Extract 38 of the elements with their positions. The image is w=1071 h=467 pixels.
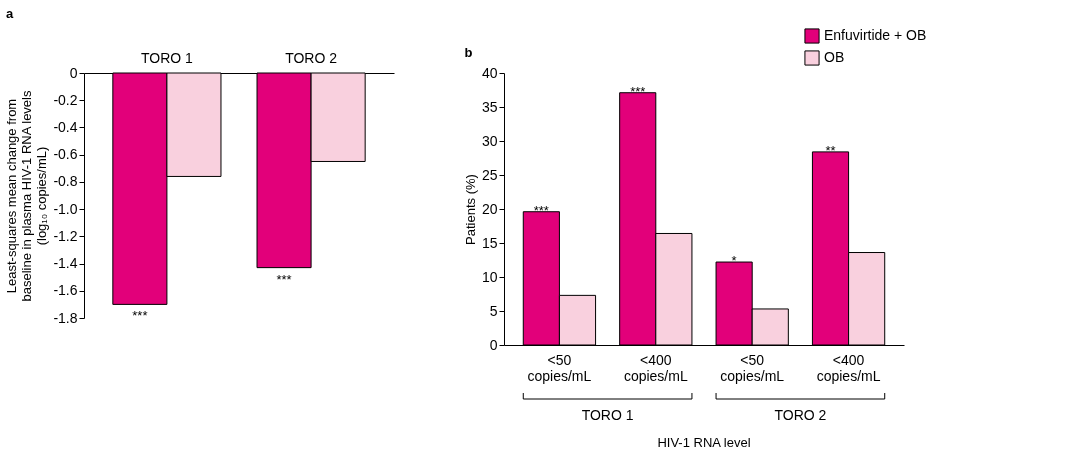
- annotation: ***: [132, 308, 148, 324]
- y-tick-label: 25: [481, 166, 498, 183]
- chart-title: a: [5, 6, 14, 21]
- text: TORO 2: [774, 407, 827, 423]
- legend-label: Enfuvirtide + OB: [824, 27, 927, 43]
- y-tick-label: 0: [69, 64, 78, 81]
- x-tick-label: <400 copies/mL: [816, 351, 881, 384]
- x-tick-label: <50 copies/mL: [720, 351, 785, 384]
- text: TORO 1: [581, 407, 634, 423]
- y-tick-label: 40: [481, 64, 498, 81]
- y-tick-label: -0.6: [53, 146, 78, 163]
- legend-label: OB: [824, 49, 845, 65]
- y-tick-label: 35: [481, 98, 498, 115]
- y-tick-label: 15: [481, 234, 498, 251]
- annotation: ***: [630, 83, 646, 99]
- y-tick-label: -0.4: [53, 118, 78, 135]
- y-tick-label: 10: [481, 268, 498, 285]
- annotation: **: [825, 142, 836, 158]
- y-tick-label: 30: [481, 132, 498, 149]
- y-tick-label: -1.2: [53, 227, 78, 244]
- chart-title: b: [464, 45, 473, 60]
- y-tick-label: 5: [489, 302, 498, 319]
- y-tick-label: -0.8: [53, 173, 78, 190]
- y-tick-label: -0.2: [53, 91, 78, 108]
- x-tick-label: <50 copies/mL: [527, 351, 592, 384]
- annotation: ***: [276, 271, 292, 287]
- y-tick-label: -1.8: [53, 309, 78, 326]
- y-tick-label: -1.0: [53, 200, 78, 217]
- y-axis-title: Least-squares mean change from baseline in plasma HIV-1 RNA levels (log₁₀ copies/mL): [4, 90, 50, 302]
- x-axis-title: HIV-1 RNA level: [657, 435, 751, 450]
- y-tick-label: -1.6: [53, 282, 78, 299]
- y-tick-label: 20: [481, 200, 498, 217]
- y-axis-title: Patients (%): [462, 174, 478, 245]
- y-tick-label: -1.4: [53, 255, 78, 272]
- y-tick-label: 0: [489, 336, 498, 353]
- annotation: ***: [533, 202, 549, 218]
- annotation: *: [731, 253, 737, 269]
- x-tick-label: <400 copies/mL: [623, 351, 688, 384]
